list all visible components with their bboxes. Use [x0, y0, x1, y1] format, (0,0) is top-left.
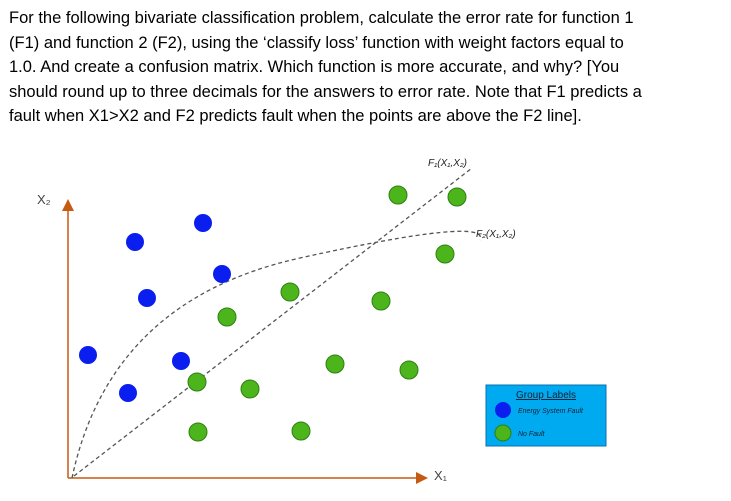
question-line: should round up to three decimals for th…: [9, 82, 642, 101]
legend-swatch: [495, 402, 511, 418]
x-axis-label: X₁: [434, 468, 448, 483]
point: [217, 307, 237, 327]
point: [138, 289, 156, 307]
point: [435, 244, 455, 264]
legend-swatch: [494, 424, 512, 442]
question: For the following bivariate classificati…: [9, 6, 642, 129]
point: [213, 265, 231, 283]
legend: Group Labels Energy System Fault No Faul…: [485, 384, 607, 447]
point: [79, 346, 97, 364]
legend-title: Group Labels: [516, 390, 576, 401]
point: [119, 384, 137, 402]
fault-points: [79, 214, 231, 402]
no-fault-points: [187, 185, 467, 442]
question-line: fault when X1>X2 and F2 predicts fault w…: [9, 107, 582, 125]
point: [126, 233, 144, 251]
point: [371, 291, 391, 311]
point: [188, 422, 208, 442]
point: [194, 214, 212, 232]
point: [240, 379, 260, 399]
point: [187, 372, 207, 392]
point: [447, 187, 467, 207]
question-line: 1.0. And create a confusion matrix. Whic…: [9, 58, 620, 76]
f2-line: [71, 230, 482, 479]
point: [399, 360, 419, 380]
point: [291, 421, 311, 441]
f1-line: [73, 167, 473, 477]
legend-item: Energy System Fault: [518, 408, 584, 415]
f1-label: F₁(X₁,X₂): [428, 158, 467, 169]
point: [172, 352, 190, 370]
y-axis-label: X₂: [37, 192, 51, 207]
point: [388, 185, 408, 205]
f2-label: F₂(X₁,X₂): [476, 229, 516, 240]
legend-item: No Fault: [518, 431, 546, 438]
question-line: For the following bivariate classificati…: [9, 9, 634, 27]
point: [325, 354, 345, 374]
question-line: (F1) and function 2 (F2), using the ‘cla…: [9, 33, 624, 52]
point: [280, 282, 300, 302]
